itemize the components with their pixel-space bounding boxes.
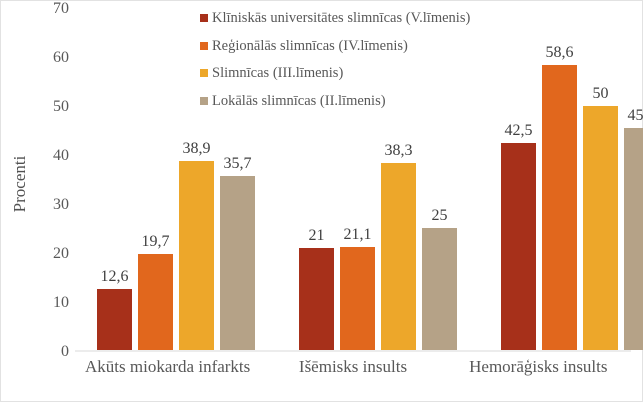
x-axis-category-label: Akūts miokarda infarkts bbox=[85, 357, 251, 376]
bar[interactable] bbox=[624, 128, 643, 350]
bar[interactable] bbox=[340, 247, 375, 350]
legend-item-label: Lokālās slimnīcas (II.līmenis) bbox=[212, 92, 386, 109]
legend-item[interactable]: Lokālās slimnīcas (II.līmenis) bbox=[200, 92, 470, 109]
bar-value-label: 12,6 bbox=[100, 267, 129, 285]
bar-slot: 38,9 bbox=[179, 9, 214, 350]
y-axis-tick-label: 20 bbox=[53, 245, 69, 262]
bar-value-label: 58,6 bbox=[545, 43, 574, 61]
bar-value-label: 21,1 bbox=[343, 226, 372, 244]
bar-value-label: 38,3 bbox=[384, 142, 413, 160]
bar-group: 42,5 58,6 50 45,5 bbox=[479, 9, 643, 350]
bar-group: 12,6 19,7 38,9 35,7 bbox=[75, 9, 277, 350]
y-axis-tick-label: 10 bbox=[53, 294, 69, 311]
plot-area: 12,6 19,7 38,9 35,7 21 21,1 38,3 25 42,5 58,6 50 45… bbox=[75, 9, 643, 352]
x-axis-line bbox=[75, 350, 631, 352]
bar[interactable] bbox=[542, 64, 577, 350]
y-axis-tick-label: 60 bbox=[53, 49, 69, 66]
bar[interactable] bbox=[583, 106, 618, 350]
y-axis-tick-label: 30 bbox=[53, 196, 69, 213]
bar-group: 21 21,1 38,3 25 bbox=[277, 9, 479, 350]
legend-item[interactable]: Klīniskās universitātes slimnīcas (V.līm… bbox=[200, 11, 470, 26]
bar[interactable] bbox=[138, 254, 173, 350]
y-axis-tick-label: 50 bbox=[53, 98, 69, 115]
bar[interactable] bbox=[501, 142, 536, 350]
bar[interactable] bbox=[97, 288, 132, 350]
bar-slot: 50 bbox=[583, 9, 618, 350]
bar-slot: 58,6 bbox=[542, 9, 577, 350]
bar[interactable] bbox=[381, 163, 416, 350]
bar[interactable] bbox=[179, 160, 214, 350]
bar[interactable] bbox=[220, 176, 255, 350]
x-axis-labels: Akūts miokarda infarkts Išēmisks insults H… bbox=[75, 357, 631, 377]
bar[interactable] bbox=[299, 247, 334, 350]
y-axis-title-text: Procenti bbox=[10, 155, 29, 213]
y-axis-tick-label: 0 bbox=[61, 343, 69, 360]
bar-slot: 42,5 bbox=[501, 9, 536, 350]
legend-item[interactable]: Reģionālās slimnīcas (IV.līmenis) bbox=[200, 37, 470, 54]
legend-item-label: Reģionālās slimnīcas (IV.līmenis) bbox=[212, 37, 408, 54]
bar-slot: 12,6 bbox=[97, 9, 132, 350]
legend-swatch-icon bbox=[200, 69, 208, 78]
y-axis-title: Procenti bbox=[9, 19, 31, 349]
bar[interactable] bbox=[422, 228, 457, 350]
legend-swatch-icon bbox=[200, 96, 208, 105]
x-axis-category-label: Išēmisks insults bbox=[298, 357, 408, 376]
bar-value-label: 25 bbox=[431, 207, 448, 225]
legend-swatch-icon bbox=[200, 14, 208, 23]
x-axis-category-label: Hemorāģisks insults bbox=[469, 357, 608, 376]
bar-slot: 21,1 bbox=[340, 9, 375, 350]
legend-item-label: Klīniskās universitātes slimnīcas (V.līm… bbox=[212, 10, 471, 26]
y-axis-ticks: 70 60 50 40 30 20 10 0 bbox=[37, 0, 69, 360]
bar-slot: 19,7 bbox=[138, 9, 173, 350]
bar-value-label: 50 bbox=[592, 85, 609, 103]
bar-slot: 35,7 bbox=[220, 9, 255, 350]
bar-value-label: 19,7 bbox=[141, 233, 170, 251]
bar-value-label: 35,7 bbox=[223, 155, 252, 173]
bars-layer: 12,6 19,7 38,9 35,7 21 21,1 38,3 25 42,5 58,6 50 45… bbox=[75, 9, 643, 350]
bar-slot: 25 bbox=[422, 9, 457, 350]
bar-value-label: 42,5 bbox=[504, 121, 533, 139]
bar-slot: 45,5 bbox=[624, 9, 643, 350]
legend-swatch-icon bbox=[200, 41, 208, 50]
bar-slot: 21 bbox=[299, 9, 334, 350]
bar-value-label: 45,5 bbox=[627, 107, 643, 125]
chart-legend: Klīniskās universitātes slimnīcas (V.līm… bbox=[200, 11, 470, 108]
legend-item[interactable]: Slimnīcas (III.līmenis) bbox=[200, 66, 470, 81]
y-axis-tick-label: 40 bbox=[53, 147, 69, 164]
bar-value-label: 38,9 bbox=[182, 139, 211, 157]
y-axis-tick-label: 70 bbox=[53, 0, 69, 17]
legend-item-label: Slimnīcas (III.līmenis) bbox=[212, 65, 344, 81]
bar-slot: 38,3 bbox=[381, 9, 416, 350]
bar-value-label: 21 bbox=[308, 226, 325, 244]
